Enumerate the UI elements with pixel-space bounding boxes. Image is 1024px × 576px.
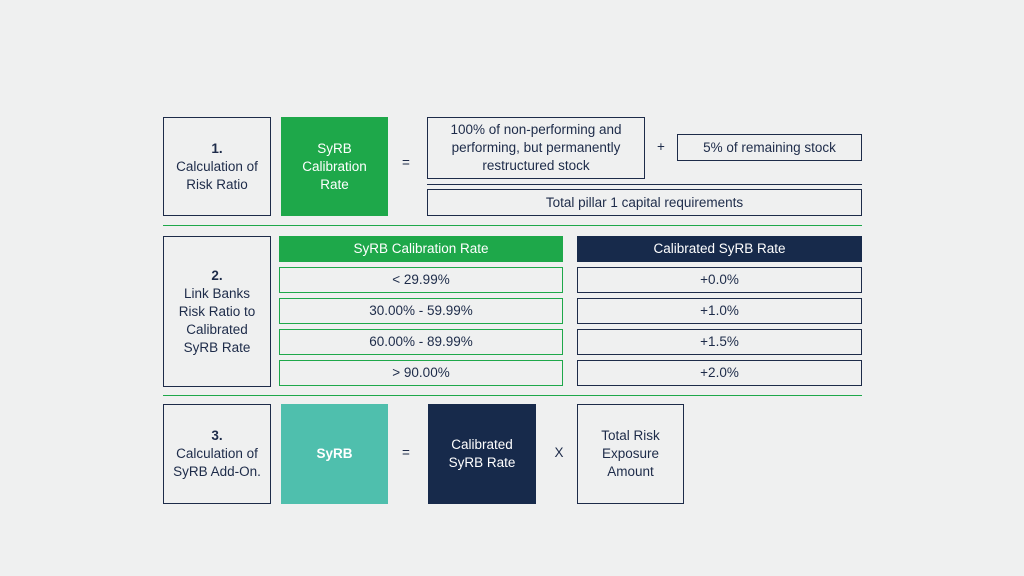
step3-number: 3.: [211, 428, 223, 443]
step2-number: 2.: [211, 267, 223, 283]
denominator-box: Total pillar 1 capital requirements: [427, 189, 862, 216]
rate-cell: +1.5%: [577, 329, 862, 355]
step2-label-box: 2. Link Banks Risk Ratio to Calibrated S…: [163, 236, 271, 387]
numerator-b-text: 5% of remaining stock: [703, 139, 836, 155]
calibrated-rate-header: Calibrated SyRB Rate: [577, 236, 862, 262]
range-cell-text: > 90.00%: [392, 365, 450, 380]
step1-number: 1.: [211, 140, 223, 156]
rate-cell-text: +1.5%: [700, 334, 739, 349]
step1-plus-sign: +: [657, 139, 665, 154]
section-divider-1: [163, 225, 862, 226]
rate-cell: +2.0%: [577, 360, 862, 386]
numerator-a-text: 100% of non-performing and performing, b…: [450, 122, 622, 173]
numerator-a-box: 100% of non-performing and performing, b…: [427, 117, 645, 179]
denominator-text: Total pillar 1 capital requirements: [545, 194, 744, 210]
step1-label: Calculation of Risk Ratio: [176, 158, 258, 192]
range-cell: 60.00% - 89.99%: [279, 329, 563, 355]
range-cell: < 29.99%: [279, 267, 563, 293]
range-cell: > 90.00%: [279, 360, 563, 386]
step3-label: Calculation of SyRB Add-On.: [173, 446, 261, 479]
syrb-calibration-rate-box: SyRB Calibration Rate: [281, 117, 388, 216]
calibration-rate-header: SyRB Calibration Rate: [279, 236, 563, 262]
step2-label: Link Banks Risk Ratio to Calibrated SyRB…: [178, 285, 256, 355]
rate-cell: +0.0%: [577, 267, 862, 293]
rate-cell-text: +1.0%: [700, 303, 739, 318]
step3-equals-sign: =: [402, 445, 410, 460]
step1-label-box: 1. Calculation of Risk Ratio: [163, 117, 271, 216]
fraction-line: [427, 184, 862, 185]
multiply-sign: X: [554, 445, 564, 460]
calibrated-rate-header-text: Calibrated SyRB Rate: [653, 241, 786, 256]
range-cell-text: < 29.99%: [392, 272, 450, 287]
syrb-box: SyRB: [281, 404, 388, 504]
calibration-rate-header-text: SyRB Calibration Rate: [353, 241, 489, 256]
step3-label-box: 3. Calculation of SyRB Add-On.: [163, 404, 271, 504]
rate-cell-text: +0.0%: [700, 272, 739, 287]
calibrated-syrb-rate-text: Calibrated SyRB Rate: [448, 437, 516, 470]
step1-equals-sign: =: [402, 155, 410, 170]
syrb-calibration-rate-text: SyRB Calibration Rate: [302, 140, 367, 192]
range-cell: 30.00% - 59.99%: [279, 298, 563, 324]
calibrated-syrb-rate-box: Calibrated SyRB Rate: [428, 404, 536, 504]
total-risk-exposure-text: Total Risk Exposure Amount: [601, 428, 660, 479]
syrb-text: SyRB: [316, 446, 353, 461]
rate-cell: +1.0%: [577, 298, 862, 324]
rate-cell-text: +2.0%: [700, 365, 739, 380]
numerator-b-box: 5% of remaining stock: [677, 134, 862, 161]
section-divider-2: [163, 395, 862, 396]
total-risk-exposure-box: Total Risk Exposure Amount: [577, 404, 684, 504]
range-cell-text: 60.00% - 89.99%: [369, 334, 473, 349]
range-cell-text: 30.00% - 59.99%: [369, 303, 473, 318]
